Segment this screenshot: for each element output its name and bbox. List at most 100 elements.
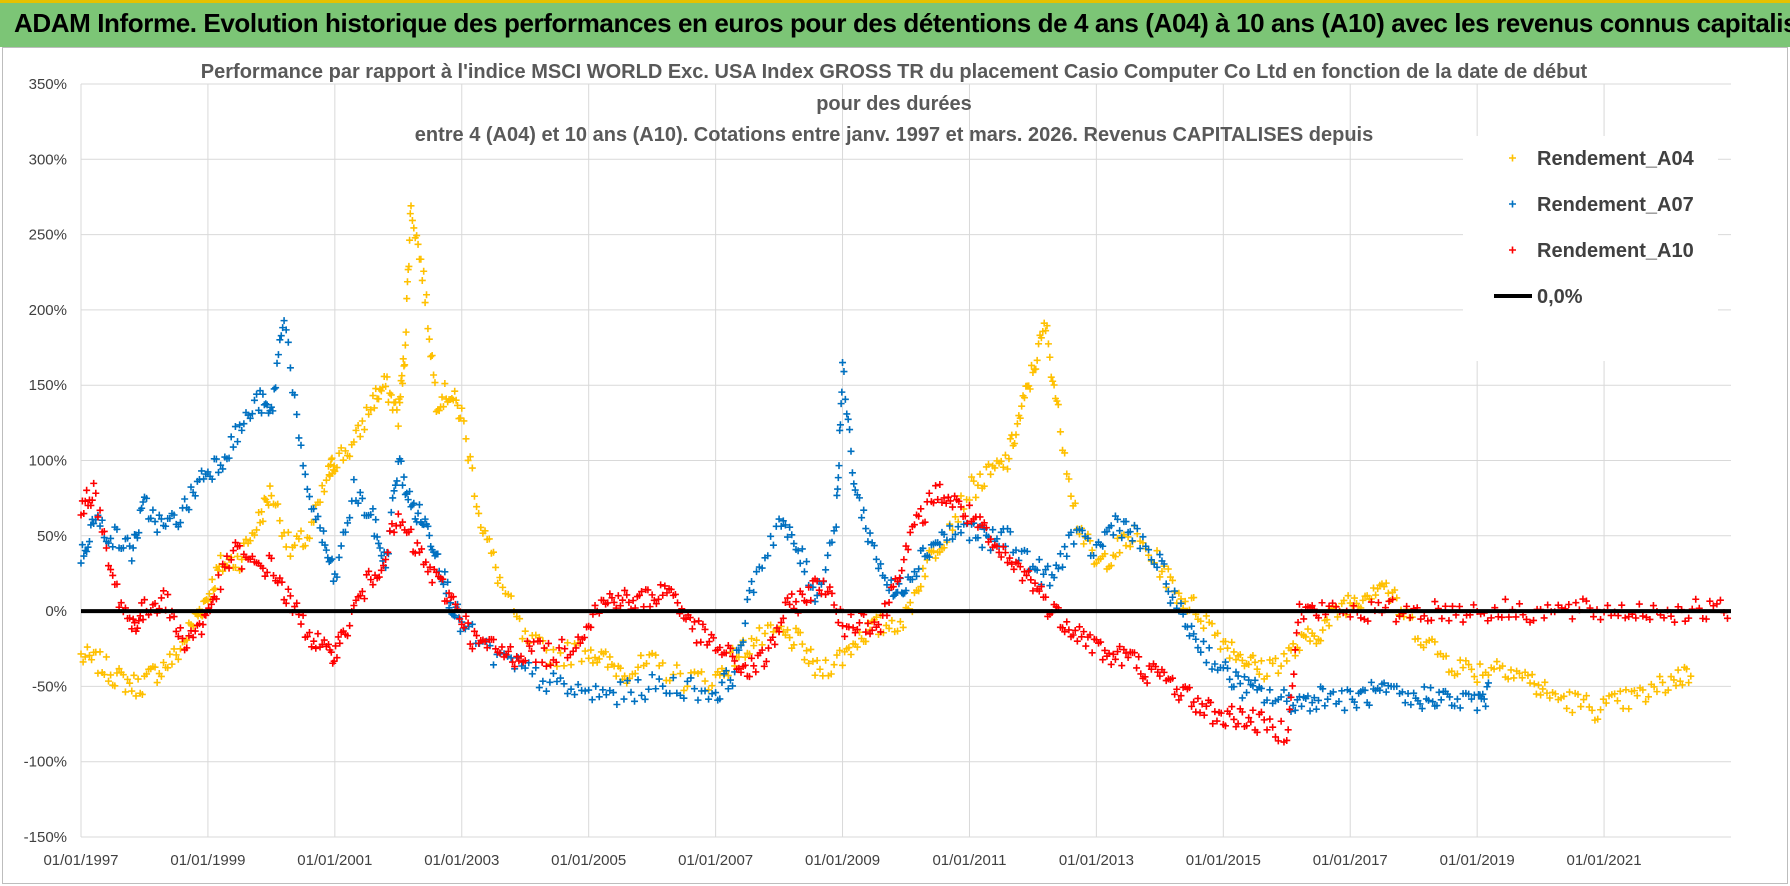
data-point [694,696,702,704]
data-point [373,533,381,541]
data-point [270,385,278,393]
x-tick-label: 01/01/2013 [1059,852,1134,869]
data-point [910,521,918,529]
data-point [153,528,161,536]
data-point [1232,656,1240,664]
data-point [126,679,134,687]
data-point [910,568,918,576]
data-point [350,476,358,484]
data-point [132,692,140,700]
data-point [1324,695,1332,703]
data-point [741,661,749,669]
data-point [210,586,218,594]
data-point [663,589,671,597]
data-point [78,541,86,549]
data-point [1323,616,1331,624]
data-point [1253,728,1261,736]
data-point [1380,679,1388,687]
data-point [1228,638,1236,646]
data-point [1175,589,1183,597]
data-point [773,624,781,632]
data-point [1572,599,1580,607]
data-point [470,492,478,500]
data-point [767,621,775,629]
data-point [189,622,197,630]
data-point [1018,577,1026,585]
data-point [771,640,779,648]
data-point [424,522,432,530]
data-point [646,603,654,611]
data-point [360,595,368,603]
data-point [726,644,734,652]
data-point [225,454,233,462]
data-point [162,522,170,530]
data-point [129,615,137,623]
data-point [157,515,165,523]
data-point [399,379,407,387]
data-point [1551,690,1559,698]
data-point [100,671,108,679]
data-point [585,686,593,694]
y-tick-label: -50% [32,678,67,695]
data-point [1315,696,1322,704]
data-point [750,642,758,650]
data-point [263,401,271,409]
data-point [1016,414,1024,422]
data-point [841,632,849,640]
data-point [321,541,329,549]
data-point [855,494,863,502]
data-point [574,633,582,641]
data-point [674,599,682,607]
data-point [1367,678,1375,686]
data-point [1164,587,1172,595]
data-point [168,660,176,668]
data-point [498,643,506,651]
data-point [77,650,85,658]
data-point [1056,550,1064,558]
data-point [253,390,261,398]
data-point [1284,726,1292,734]
data-point [606,687,614,695]
data-point [1480,695,1488,703]
data-point [1128,537,1136,545]
data-point [1263,726,1271,734]
data-point [872,555,880,563]
data-point [1678,681,1686,689]
data-point [1396,612,1404,620]
data-point [468,645,476,653]
data-point [999,463,1007,471]
data-point [350,601,358,609]
data-point [655,662,663,670]
legend-marker [1509,246,1516,254]
data-point [1156,573,1164,581]
data-point [352,426,360,434]
data-point [185,506,193,514]
data-point [83,643,91,651]
data-point [1054,565,1062,573]
data-point [1344,592,1352,600]
data-point [1169,674,1177,682]
data-point [587,646,595,654]
legend-label: Rendement_A10 [1537,240,1694,262]
data-point [1097,638,1105,646]
data-point [845,644,853,652]
data-point [1046,353,1054,361]
data-point [839,661,847,669]
data-point [126,614,134,622]
data-point [1367,598,1375,606]
data-point [1580,696,1588,704]
data-point [1118,534,1126,542]
data-point [1528,671,1536,679]
data-point [853,643,861,651]
data-point [208,475,216,483]
data-point [129,544,137,552]
data-point [1224,644,1232,652]
data-point [428,352,436,360]
data-point [832,523,840,531]
data-point [407,525,415,533]
data-point [1577,703,1585,711]
data-point [1047,373,1055,381]
data-point [382,382,390,390]
data-point [303,485,311,493]
data-point [1425,696,1432,704]
